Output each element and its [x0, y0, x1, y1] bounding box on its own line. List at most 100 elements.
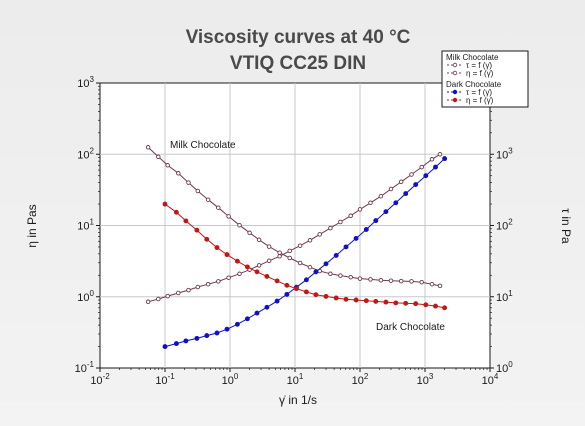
milk-stress-point [287, 248, 292, 254]
axes: 10-2 10-1 100 101 102 103 10410-11001011021031… [75, 75, 514, 387]
annotation-dark-chocolate: Dark Chocolate [376, 322, 445, 333]
milk-stress-point [378, 193, 384, 199]
milk-viscosity-point [297, 260, 303, 266]
dark-viscosity-point [333, 295, 339, 301]
x-tick-label: 101 [287, 372, 304, 387]
milk-viscosity-point [419, 279, 424, 285]
dark-stress-point [254, 310, 260, 316]
milk-stress-point [186, 287, 191, 293]
legend-group-title: Dark Chocolate [446, 80, 502, 89]
milk-viscosity-point [328, 271, 333, 277]
legend: Milk Chocolate Dark Chocolate τ = f (γ̇)… [441, 50, 529, 108]
dark-viscosity-point [274, 278, 280, 284]
annotations: Milk Chocolate Dark Chocolate [170, 140, 445, 333]
dark-stress-point [353, 235, 359, 241]
chart-subtitle: VTIQ CC25 DIN [230, 53, 366, 74]
milk-viscosity-point [398, 278, 404, 284]
milk-stress-point [409, 172, 414, 177]
dark-viscosity-point [284, 282, 290, 288]
dark-stress-point [343, 244, 349, 250]
dark-viscosity-point [234, 258, 240, 264]
milk-viscosity-point [388, 278, 394, 283]
milk-stress-point [156, 296, 161, 302]
milk-stress-point [205, 281, 211, 287]
dark-viscosity-point [323, 293, 329, 299]
chart-title: Viscosity curves at 40 °C [186, 27, 411, 48]
dark-viscosity-point [363, 298, 369, 304]
dark-viscosity-point [423, 302, 429, 308]
milk-viscosity-point [145, 145, 151, 150]
milk-viscosity-point [338, 273, 343, 278]
x-tick-label: 103 [417, 372, 434, 387]
dark-stress-point [244, 316, 250, 322]
milk-stress-point [216, 279, 221, 284]
milk-viscosity-point [256, 237, 262, 243]
milk-stress-point [368, 200, 373, 206]
grid [100, 83, 490, 368]
dark-viscosity-point [293, 286, 299, 292]
milk-viscosity-point [348, 274, 353, 280]
dark-viscosity-point [343, 296, 349, 302]
milk-stress-point [176, 290, 181, 296]
dark-stress-point [303, 277, 309, 283]
legend-group-title: Milk Chocolate [446, 53, 499, 62]
y-left-tick-label: 10-1 [75, 360, 95, 375]
dark-viscosity-point [194, 227, 200, 233]
legend-swatch-marker [452, 70, 458, 76]
milk-stress-point [419, 164, 424, 170]
dark-stress-point [393, 200, 399, 206]
dark-viscosity-point [254, 269, 260, 275]
legend-swatch-marker [452, 62, 458, 68]
milk-stress-point [165, 293, 170, 299]
dark-stress-point [274, 298, 280, 304]
milk-viscosity-point [247, 230, 252, 236]
legend-entry-label: η = f (γ̇) [466, 69, 494, 78]
milk-stress-point [429, 157, 435, 162]
milk-stress-point [237, 271, 242, 277]
chart-titles: Viscosity curves at 40 °C VTIQ CC25 DIN [186, 27, 411, 74]
y-right-tick-label: 102 [496, 218, 513, 233]
dark-viscosity-point [433, 303, 438, 309]
dark-viscosity-point [442, 305, 448, 311]
series-layer [145, 145, 448, 350]
dark-stress-point [183, 338, 189, 344]
legend-swatch-marker [452, 97, 458, 103]
dark-stress-point [214, 330, 220, 336]
dark-stress-point [442, 156, 448, 162]
y-left-tick-label: 103 [77, 75, 94, 90]
milk-stress-point [388, 186, 394, 192]
milk-stress-point [266, 258, 272, 264]
y-right-tick-label: 101 [496, 289, 513, 304]
dark-viscosity-point [413, 301, 419, 307]
dark-stress-point [284, 291, 290, 297]
dark-viscosity-point [173, 209, 179, 215]
dark-viscosity-point [393, 300, 399, 306]
dark-stress-point [173, 341, 179, 347]
legend-entry-label: τ = f (γ̇) [466, 61, 492, 70]
dark-viscosity-point [303, 289, 309, 295]
dark-viscosity-point [383, 299, 389, 305]
dark-stress-point [162, 344, 168, 350]
milk-viscosity-point [216, 205, 221, 210]
milk-stress-point [195, 284, 201, 290]
milk-viscosity-point [205, 197, 211, 202]
milk-stress-point [145, 299, 151, 305]
milk-stress-point [226, 275, 231, 280]
milk-stress-point [277, 254, 282, 259]
milk-stress-point [338, 219, 343, 225]
milk-viscosity-point [165, 163, 170, 168]
dark-viscosity-point [353, 297, 359, 303]
y-right-tick-label: 100 [496, 360, 513, 375]
y-right-tick-label: 103 [496, 146, 513, 161]
annotation-milk-chocolate: Milk Chocolate [170, 140, 236, 151]
milk-viscosity-point [378, 278, 384, 283]
dark-stress-point [204, 333, 210, 339]
milk-viscosity-point [287, 255, 292, 261]
dark-stress-point [423, 173, 429, 179]
dark-viscosity-point [244, 264, 250, 270]
milk-stress-point [307, 238, 313, 243]
dark-stress-point [433, 164, 438, 170]
x-tick-label: 100 [222, 372, 239, 387]
dark-viscosity-point [224, 252, 230, 258]
